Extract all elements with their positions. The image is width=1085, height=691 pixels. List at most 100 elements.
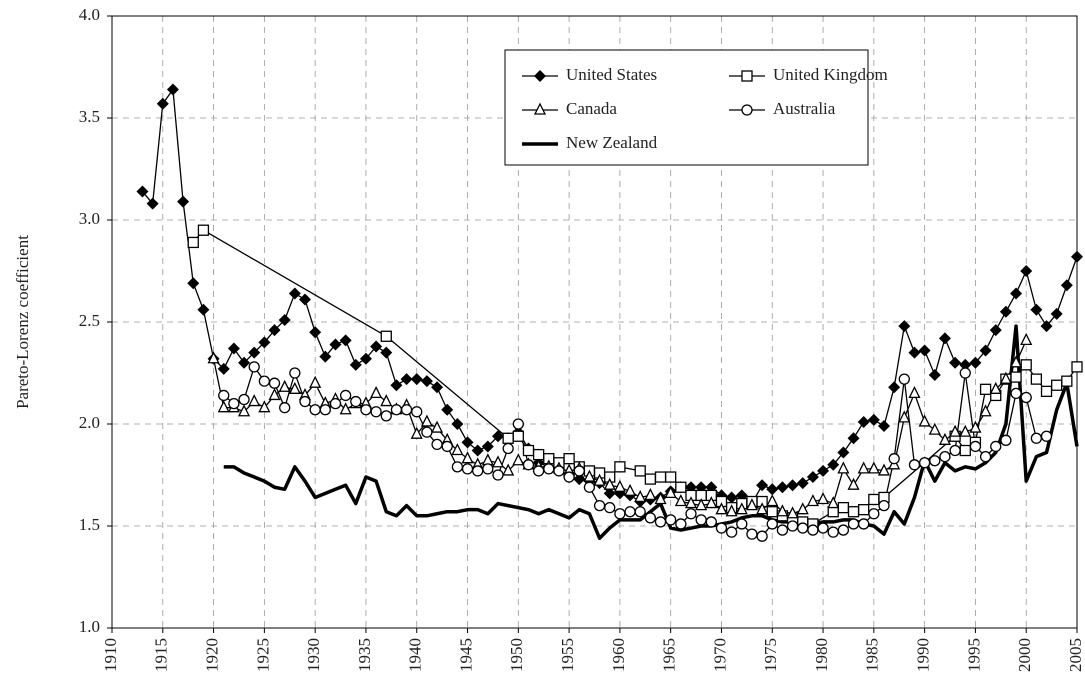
- marker: [664, 485, 677, 499]
- marker: [806, 471, 819, 484]
- marker: [380, 394, 393, 407]
- marker: [898, 320, 911, 333]
- marker: [999, 305, 1012, 318]
- x-tick-label: 1910: [101, 638, 120, 672]
- x-tick-label: 1980: [812, 638, 831, 672]
- marker: [979, 450, 992, 463]
- marker: [827, 458, 840, 471]
- marker: [624, 483, 637, 496]
- marker: [491, 455, 505, 468]
- marker: [654, 492, 667, 505]
- marker: [817, 464, 830, 477]
- marker: [279, 402, 291, 414]
- marker: [268, 387, 281, 401]
- marker: [939, 450, 951, 463]
- marker: [187, 236, 199, 249]
- marker: [370, 406, 382, 418]
- marker: [847, 518, 860, 530]
- x-tick-label: 1935: [355, 638, 374, 672]
- marker: [746, 528, 758, 540]
- marker: [492, 469, 504, 481]
- marker: [614, 461, 626, 473]
- marker: [451, 461, 464, 473]
- marker: [1000, 434, 1012, 446]
- marker: [867, 461, 880, 474]
- marker: [959, 367, 971, 379]
- marker: [461, 463, 474, 475]
- legend-label: Canada: [566, 99, 617, 118]
- marker: [776, 524, 789, 536]
- marker: [420, 375, 433, 388]
- marker: [431, 381, 444, 394]
- marker: [410, 426, 423, 439]
- marker: [928, 422, 941, 435]
- marker: [786, 479, 799, 492]
- marker: [359, 352, 372, 365]
- marker: [502, 442, 514, 455]
- marker: [918, 414, 931, 427]
- marker: [756, 502, 769, 515]
- marker: [390, 404, 403, 416]
- marker: [583, 481, 596, 493]
- marker: [512, 453, 525, 466]
- marker: [227, 342, 240, 355]
- marker: [502, 463, 515, 476]
- marker: [929, 455, 941, 467]
- marker: [217, 362, 230, 375]
- marker: [665, 471, 677, 483]
- x-tick-label: 1985: [863, 638, 882, 672]
- marker: [593, 499, 606, 512]
- marker: [624, 506, 636, 518]
- legend-label: United States: [566, 65, 657, 84]
- marker: [1010, 287, 1023, 300]
- marker: [898, 373, 910, 385]
- marker: [989, 324, 1002, 337]
- x-tick-label: 1995: [964, 638, 983, 672]
- x-tick-label: 1975: [761, 638, 780, 672]
- marker: [634, 489, 647, 503]
- y-tick-label: 1.0: [79, 617, 100, 636]
- plot-frame: [111, 15, 1078, 629]
- y-tick-label: 3.5: [79, 107, 100, 126]
- marker: [258, 336, 271, 349]
- x-tick-label: 1965: [660, 638, 679, 672]
- marker: [684, 496, 698, 509]
- legend-marker: [741, 104, 753, 116]
- marker: [888, 453, 900, 465]
- marker: [725, 491, 738, 504]
- x-tick-label: 1960: [609, 638, 628, 672]
- marker: [481, 453, 494, 466]
- marker: [136, 185, 149, 198]
- x-tick-label: 1915: [152, 638, 171, 672]
- marker: [766, 518, 778, 530]
- marker: [847, 432, 860, 445]
- marker: [492, 430, 504, 443]
- marker: [299, 395, 311, 408]
- marker: [349, 358, 362, 371]
- x-tick-label: 1970: [710, 638, 729, 672]
- marker: [817, 522, 829, 534]
- x-tick-label: 1945: [456, 638, 475, 672]
- marker: [786, 520, 799, 532]
- marker: [969, 420, 982, 433]
- marker: [969, 356, 982, 369]
- marker: [847, 477, 860, 490]
- marker: [1040, 320, 1053, 333]
- marker: [858, 518, 870, 530]
- marker: [563, 471, 575, 483]
- marker: [197, 303, 210, 316]
- marker: [837, 501, 850, 514]
- legend-label: New Zealand: [566, 133, 658, 152]
- marker: [573, 465, 585, 477]
- marker: [1020, 391, 1032, 404]
- marker: [857, 415, 870, 428]
- marker: [461, 436, 474, 449]
- x-tick-label: 1930: [304, 638, 323, 672]
- marker: [725, 504, 738, 517]
- marker: [705, 516, 717, 528]
- marker: [248, 346, 261, 359]
- marker: [431, 420, 444, 433]
- marker: [786, 506, 799, 519]
- marker: [309, 326, 322, 339]
- marker: [938, 432, 951, 445]
